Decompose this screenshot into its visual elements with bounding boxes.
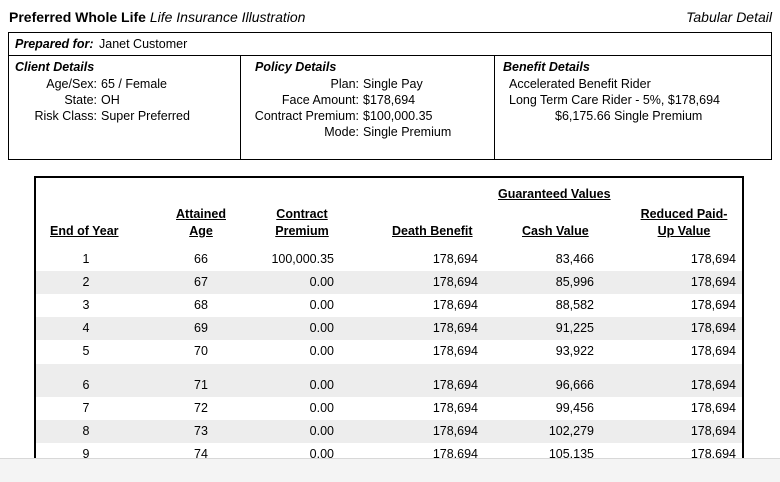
table-group-spacer [36,364,742,374]
cell-age: 72 [194,401,208,415]
table-row: 5 70 0.00 178,694 93,922 178,694 [36,340,742,363]
cell-death-benefit: 178,694 [432,401,478,415]
cell-premium: 0.00 [309,298,334,312]
cell-death-benefit: 178,694 [432,298,478,312]
document-title: Preferred Whole Life Life Insurance Illu… [9,9,305,25]
cell-premium: 0.00 [309,447,334,461]
cell-cash-value: 105,135 [548,447,594,461]
cell-year: 5 [82,344,90,358]
cell-age: 66 [194,252,208,266]
table-row: 3 68 0.00 178,694 88,582 178,694 [36,294,742,317]
table-row: 2 67 0.00 178,694 85,996 178,694 [36,271,742,294]
col-header-attained-age: Attained Age [176,207,226,238]
cell-premium: 0.00 [309,321,334,335]
cell-year: 2 [82,275,90,289]
table-row: 4 69 0.00 178,694 91,225 178,694 [36,317,742,340]
prepared-for-name: Janet Customer [99,37,188,51]
cell-death-benefit: 178,694 [432,447,478,461]
viewer-bottom-bar [0,458,780,482]
cell-cash-value: 88,582 [555,298,594,312]
cell-age: 69 [194,321,208,335]
cell-age: 67 [194,275,208,289]
policy-plan-label: Plan: [330,77,360,91]
col-header-death-benefit: Death Benefit [392,224,473,238]
cell-rpu: 178,694 [690,321,736,335]
cell-cash-value: 85,996 [555,275,594,289]
cell-cash-value: 91,225 [555,321,594,335]
section-title: Tabular Detail [686,9,772,25]
prepared-for-label: Prepared for: [15,37,94,51]
tabular-detail-table: Guaranteed Values End of Year Attained A… [34,176,744,476]
cell-rpu: 178,694 [690,252,736,266]
cell-premium: 0.00 [309,424,334,438]
client-details-panel: Client Details Age/Sex: 65 / Female Stat… [9,56,241,159]
client-state-label: State: [64,93,97,107]
cell-rpu: 178,694 [690,424,736,438]
cell-age: 71 [194,378,208,392]
cell-rpu: 178,694 [690,275,736,289]
cell-cash-value: 83,466 [555,252,594,266]
document-type: Life Insurance Illustration [149,9,306,25]
col-header-cash-value: Cash Value [522,224,589,238]
prepared-for-row: Prepared for: Janet Customer [9,33,771,56]
cell-year: 4 [82,321,90,335]
cell-premium: 0.00 [309,275,334,289]
benefit-line-ltc-rider: Long Term Care Rider - 5%, $178,694 [509,93,720,107]
illustration-info-box: Prepared for: Janet Customer Client Deta… [8,32,772,160]
cell-cash-value: 99,456 [555,401,594,415]
policy-details-panel: Policy Details Plan: Single Pay Face Amo… [241,56,495,159]
cell-death-benefit: 178,694 [432,344,478,358]
cell-year: 1 [82,252,90,266]
cell-premium: 100,000.35 [271,252,334,266]
table-row: 6 71 0.00 178,694 96,666 178,694 [36,374,742,397]
benefit-details-title: Benefit Details [503,60,590,74]
cell-cash-value: 102,279 [548,424,594,438]
table-row: 8 73 0.00 178,694 102,279 178,694 [36,420,742,443]
benefit-line-single-premium: $6,175.66 Single Premium [555,109,703,123]
cell-rpu: 178,694 [690,344,736,358]
cell-age: 74 [194,447,208,461]
policy-mode-label: Mode: [324,125,359,139]
cell-death-benefit: 178,694 [432,252,478,266]
cell-death-benefit: 178,694 [432,424,478,438]
cell-age: 73 [194,424,208,438]
cell-death-benefit: 178,694 [432,321,478,335]
cell-rpu: 178,694 [690,298,736,312]
cell-year: 7 [82,401,90,415]
client-age-sex-label: Age/Sex: [46,77,97,91]
cell-year: 9 [82,447,90,461]
cell-death-benefit: 178,694 [432,275,478,289]
cell-premium: 0.00 [309,401,334,415]
cell-premium: 0.00 [309,344,334,358]
cell-age: 70 [194,344,208,358]
cell-year: 8 [82,424,90,438]
benefit-line-accelerated: Accelerated Benefit Rider [509,77,651,91]
col-header-contract-premium: Contract Premium [275,207,329,238]
cell-rpu: 178,694 [690,378,736,392]
cell-rpu: 178,694 [690,401,736,415]
cell-year: 3 [82,298,90,312]
policy-details-title: Policy Details [255,60,337,74]
cell-year: 6 [82,378,90,392]
table-row: 7 72 0.00 178,694 99,456 178,694 [36,397,742,420]
benefit-details-panel: Benefit Details Accelerated Benefit Ride… [495,56,771,159]
cell-cash-value: 93,922 [555,344,594,358]
client-details-title: Client Details [15,60,95,74]
cell-age: 68 [194,298,208,312]
cell-cash-value: 96,666 [555,378,594,392]
table-row: 1 66 100,000.35 178,694 83,466 178,694 [36,248,742,271]
col-header-end-of-year: End of Year [50,224,119,238]
policy-face-amount-label: Face Amount: [281,93,359,107]
client-risk-class-label: Risk Class: [34,109,97,123]
product-name: Preferred Whole Life [9,9,146,25]
page-header: Preferred Whole Life Life Insurance Illu… [0,0,780,28]
cell-rpu: 178,694 [690,447,736,461]
table-row: 9 74 0.00 178,694 105,135 178,694 [36,443,742,466]
col-header-reduced-paid-up: Reduced Paid- Up Value [640,207,728,238]
guaranteed-values-header: Guaranteed Values [498,187,611,201]
policy-contract-premium-label: Contract Premium: [254,109,359,123]
cell-death-benefit: 178,694 [432,378,478,392]
cell-premium: 0.00 [309,378,334,392]
